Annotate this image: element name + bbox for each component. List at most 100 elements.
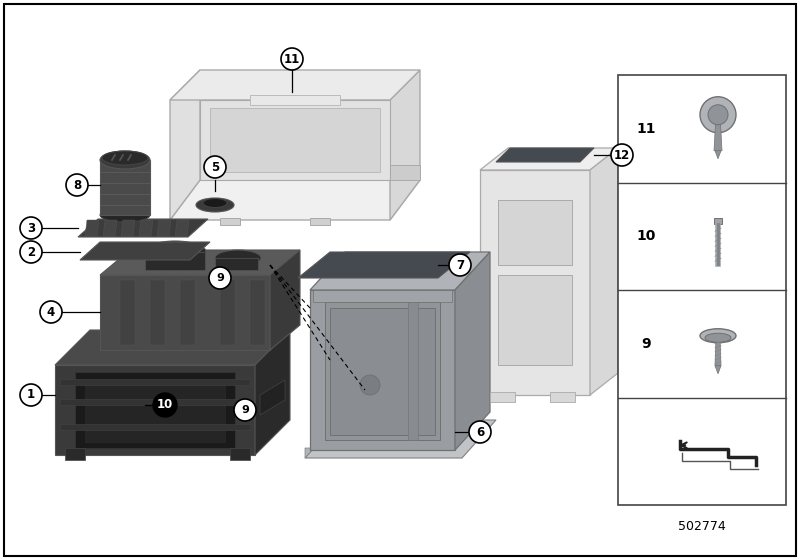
Polygon shape xyxy=(170,70,420,100)
Polygon shape xyxy=(298,252,470,278)
Polygon shape xyxy=(715,338,721,366)
Circle shape xyxy=(611,144,633,166)
Circle shape xyxy=(40,301,62,323)
Polygon shape xyxy=(170,180,420,220)
Polygon shape xyxy=(65,448,85,460)
Polygon shape xyxy=(305,420,339,458)
Text: 9: 9 xyxy=(641,337,651,351)
Polygon shape xyxy=(390,165,420,180)
Text: 502774: 502774 xyxy=(678,520,726,534)
Polygon shape xyxy=(715,151,721,158)
Polygon shape xyxy=(103,220,117,236)
Polygon shape xyxy=(60,379,250,385)
Polygon shape xyxy=(480,148,618,170)
Polygon shape xyxy=(498,200,572,265)
Circle shape xyxy=(20,217,42,239)
Polygon shape xyxy=(180,280,195,345)
Polygon shape xyxy=(496,148,594,162)
Polygon shape xyxy=(230,448,250,460)
Ellipse shape xyxy=(705,333,731,342)
Ellipse shape xyxy=(102,151,148,165)
Polygon shape xyxy=(200,100,390,180)
Text: 10: 10 xyxy=(636,229,656,243)
Circle shape xyxy=(360,375,380,395)
Polygon shape xyxy=(313,290,452,302)
Polygon shape xyxy=(310,218,330,225)
Polygon shape xyxy=(310,252,490,290)
Circle shape xyxy=(20,384,42,406)
Polygon shape xyxy=(100,275,270,350)
Polygon shape xyxy=(714,115,722,151)
Polygon shape xyxy=(145,252,205,270)
Polygon shape xyxy=(550,392,575,402)
Polygon shape xyxy=(78,219,208,237)
Text: 7: 7 xyxy=(456,259,464,272)
Polygon shape xyxy=(305,420,496,458)
Text: 9: 9 xyxy=(216,273,224,283)
Circle shape xyxy=(204,156,226,178)
Text: 10: 10 xyxy=(157,399,173,412)
Polygon shape xyxy=(325,302,440,440)
Circle shape xyxy=(708,105,728,125)
Text: 2: 2 xyxy=(27,245,35,259)
Circle shape xyxy=(209,267,231,289)
Circle shape xyxy=(281,48,303,70)
Circle shape xyxy=(700,97,736,133)
Polygon shape xyxy=(55,365,255,455)
Ellipse shape xyxy=(100,208,150,222)
Polygon shape xyxy=(157,220,171,236)
Text: 4: 4 xyxy=(47,306,55,319)
Polygon shape xyxy=(170,70,200,220)
Polygon shape xyxy=(330,308,435,435)
Polygon shape xyxy=(498,275,572,365)
Polygon shape xyxy=(480,170,590,395)
Text: 3: 3 xyxy=(27,222,35,235)
Ellipse shape xyxy=(700,329,736,343)
Polygon shape xyxy=(220,218,240,225)
Ellipse shape xyxy=(196,198,234,212)
Polygon shape xyxy=(210,108,380,172)
Polygon shape xyxy=(250,280,265,345)
Polygon shape xyxy=(75,372,235,448)
Polygon shape xyxy=(121,220,135,236)
Polygon shape xyxy=(80,242,210,260)
Polygon shape xyxy=(390,70,420,220)
Circle shape xyxy=(66,174,88,196)
Polygon shape xyxy=(85,380,225,442)
Circle shape xyxy=(153,393,177,417)
Text: 5: 5 xyxy=(211,161,219,174)
Polygon shape xyxy=(714,218,722,224)
Polygon shape xyxy=(120,280,135,345)
Polygon shape xyxy=(250,95,340,105)
Polygon shape xyxy=(310,290,455,450)
Polygon shape xyxy=(715,366,721,374)
Circle shape xyxy=(234,399,256,421)
Text: 9: 9 xyxy=(241,405,249,415)
Ellipse shape xyxy=(203,198,227,208)
Polygon shape xyxy=(220,280,235,345)
Polygon shape xyxy=(175,220,189,236)
Text: 11: 11 xyxy=(636,122,656,136)
Circle shape xyxy=(449,254,471,276)
Ellipse shape xyxy=(100,151,150,169)
Polygon shape xyxy=(270,250,300,350)
Polygon shape xyxy=(100,160,150,215)
Ellipse shape xyxy=(215,250,261,266)
Polygon shape xyxy=(590,148,618,395)
Text: 1: 1 xyxy=(27,389,35,402)
Text: 11: 11 xyxy=(284,53,300,66)
Polygon shape xyxy=(215,258,258,270)
Circle shape xyxy=(469,421,491,443)
Ellipse shape xyxy=(144,241,206,263)
Text: 8: 8 xyxy=(73,179,81,192)
Polygon shape xyxy=(255,330,290,455)
Text: 12: 12 xyxy=(614,148,630,161)
Polygon shape xyxy=(139,220,153,236)
Text: 6: 6 xyxy=(476,426,484,438)
Circle shape xyxy=(20,241,42,263)
Polygon shape xyxy=(260,380,285,415)
Bar xyxy=(618,75,786,505)
Polygon shape xyxy=(85,220,99,236)
Polygon shape xyxy=(150,280,165,345)
Polygon shape xyxy=(455,252,490,450)
